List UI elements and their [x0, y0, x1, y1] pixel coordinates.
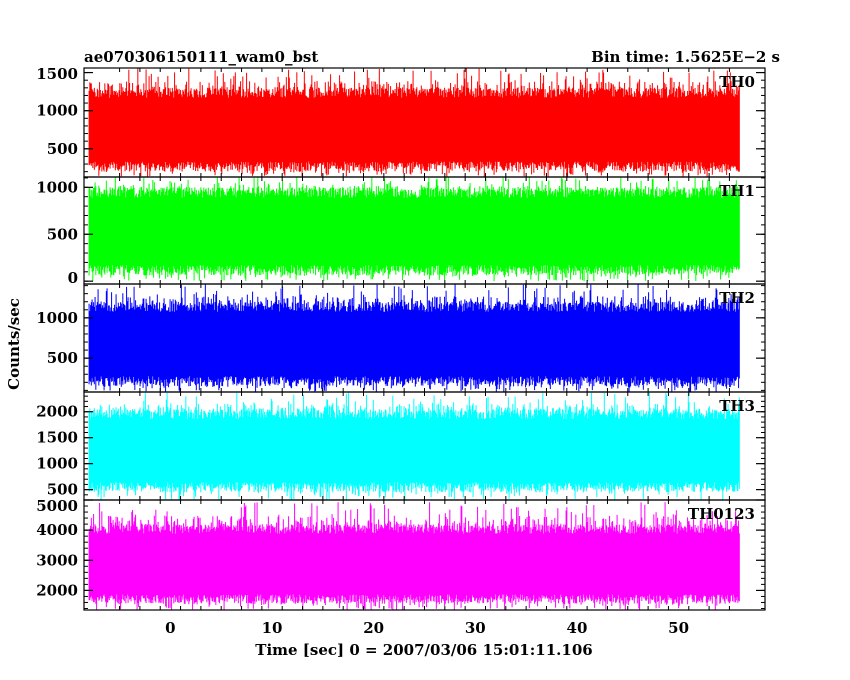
series-th3	[88, 392, 740, 500]
y-tick-label: 1500	[36, 65, 78, 83]
y-tick-label: 500	[47, 349, 78, 367]
x-tick-label: 50	[668, 619, 689, 637]
panel-th1: 0 500 1000 TH1	[36, 176, 766, 287]
y-tick-label: 500	[47, 225, 78, 243]
x-tick-label: 40	[567, 619, 588, 637]
x-tick-label: 0	[165, 619, 175, 637]
y-tick-label: 3000	[36, 551, 78, 569]
panels-group: 500 1000 1500 TH0 0 500 1000 TH1 500 1000 TH2 500 10…	[36, 65, 766, 611]
series-th0123	[88, 502, 740, 610]
y-tick-label: 1000	[36, 455, 78, 473]
y-tick-label: 500	[47, 140, 78, 158]
x-tick-label: 20	[363, 619, 384, 637]
bin-time-label: Bin time: 1.5625E−2 s	[591, 48, 780, 66]
y-tick-label: 5000	[36, 497, 78, 515]
panel-label: TH2	[719, 289, 755, 307]
y-tick-label: 1500	[36, 429, 78, 447]
panel-th3: 500 1000 1500 2000 TH3	[36, 391, 766, 501]
y-tick-label: 4000	[36, 521, 78, 539]
series-th0	[88, 68, 740, 177]
y-axis-label: Counts/sec	[5, 298, 23, 390]
series-th2	[88, 284, 740, 392]
x-tick-labels: 0 10 20 30 40 50	[165, 619, 689, 637]
chart-title: ae070306150111_wam0_bst	[84, 48, 318, 66]
panel-label: TH1	[719, 182, 755, 200]
panel-label: TH3	[719, 397, 755, 415]
y-tick-label: 2000	[36, 581, 78, 599]
y-tick-label: 0	[68, 269, 78, 287]
series-th1	[88, 177, 740, 282]
x-tick-label: 30	[465, 619, 486, 637]
y-tick-label: 1000	[36, 309, 78, 327]
y-tick-label: 2000	[36, 403, 78, 421]
panel-th2: 500 1000 TH2	[36, 283, 766, 393]
x-axis-label: Time [sec] 0 = 2007/03/06 15:01:11.106	[255, 641, 592, 659]
y-tick-label: 1000	[36, 178, 78, 196]
panel-label: TH0	[719, 73, 755, 91]
panel-label: TH0123	[688, 505, 755, 523]
x-tick-label: 10	[262, 619, 283, 637]
panel-th0: 500 1000 1500 TH0	[36, 65, 766, 178]
y-tick-label: 500	[47, 481, 78, 499]
panel-th0123: 2000 3000 4000 5000 TH0123	[36, 497, 766, 611]
y-tick-label: 1000	[36, 102, 78, 120]
